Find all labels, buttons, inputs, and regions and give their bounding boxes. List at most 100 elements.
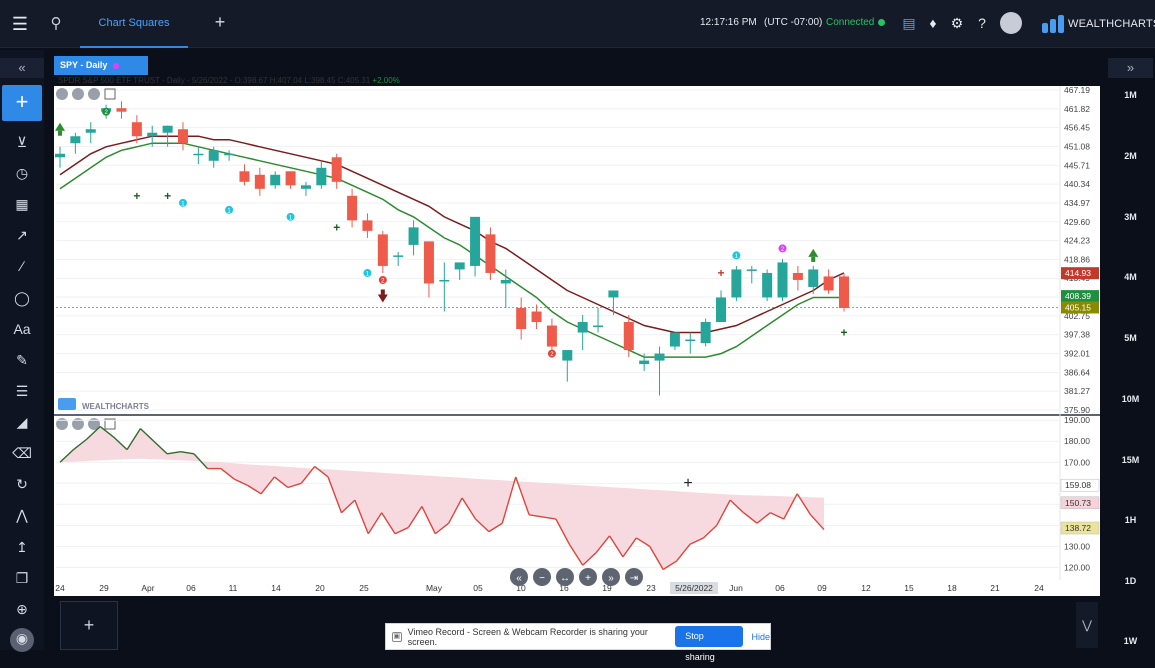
timeframe-1d[interactable]: 1D [1124, 576, 1137, 586]
candle-body [254, 174, 265, 189]
panel-up-icon [88, 88, 100, 100]
text-tool-icon[interactable]: Aa [13, 321, 31, 337]
candle-body [792, 272, 803, 280]
osc-label: 150.73 [1065, 498, 1091, 508]
nav-forward-icon[interactable] [602, 568, 620, 586]
search-icon[interactable]: ⚲ [50, 15, 62, 32]
collapse-left-icon[interactable]: « [0, 58, 44, 78]
screen-share-banner: ▣ Vimeo Record - Screen & Webcam Recorde… [385, 623, 771, 662]
candle-body [193, 153, 204, 156]
crosshair-icon[interactable]: ⊕ [16, 601, 28, 617]
avatar[interactable] [1000, 12, 1022, 34]
ruler-icon[interactable]: ☰ [15, 383, 29, 399]
y-tick-label: 434.97 [1064, 198, 1090, 208]
timeframe-2m[interactable]: 2M [1124, 151, 1137, 161]
calendar-icon[interactable]: ▦ [15, 196, 29, 212]
timeframe-15m[interactable]: 15M [1121, 455, 1140, 465]
logo-icon [1042, 15, 1064, 33]
collapse-right-icon[interactable]: » [1108, 58, 1153, 78]
signal-badge-label: 2 [381, 278, 385, 284]
add-tab-button[interactable]: + [214, 12, 226, 32]
oscillator-segment [461, 497, 477, 520]
globe-icon[interactable]: ◉ [10, 628, 34, 652]
trend-icon[interactable]: ↗ [16, 227, 28, 243]
candle-body [500, 279, 511, 284]
zoom-in-icon[interactable] [579, 568, 597, 586]
price-chart[interactable]: 467.19 461.82 456.45 451.08 445.71 440.34 434.… [54, 56, 1100, 596]
nav-rewind-icon-glyph: « [516, 573, 522, 584]
oscillator-segment [220, 468, 235, 480]
timeframe-4m[interactable]: 4M [1124, 272, 1137, 282]
gear-icon[interactable]: ⚙ [950, 15, 964, 31]
refresh-icon[interactable]: ↻ [16, 476, 28, 492]
timeframe-10m[interactable]: 10M [1121, 394, 1140, 404]
price-label-box [1061, 301, 1099, 314]
oscillator-segment [126, 428, 142, 451]
candle-body [331, 157, 342, 182]
candle-body [300, 185, 311, 189]
panel-expand-icon [104, 88, 116, 100]
candle-body [285, 171, 296, 186]
oscillator-segment [582, 552, 597, 566]
chart-area[interactable]: 467.19 461.82 456.45 451.08 445.71 440.34 434.… [54, 56, 1100, 596]
y-tick-label: 397.38 [1064, 330, 1090, 340]
buy-arrow-stem [58, 130, 62, 136]
signal-badge-label: 2 [781, 247, 785, 253]
tab-chart-squares[interactable]: Chart Squares [80, 0, 188, 48]
x-tick-label: 5/26/2022 [675, 583, 713, 593]
x-tick-label: 06 [186, 583, 196, 593]
add-pane-button[interactable]: + [60, 601, 118, 650]
nav-forward-icon-glyph: » [608, 573, 614, 584]
zoom-out-icon[interactable] [533, 568, 551, 586]
save-icon[interactable]: ▤ [902, 15, 916, 31]
y-tick-label: 456.45 [1064, 123, 1090, 133]
y-tick-label: 190.00 [1064, 415, 1090, 425]
symbol-tab[interactable]: SPY - Daily [54, 56, 148, 75]
slow-moving-average [59, 135, 845, 334]
nav-rewind-icon[interactable] [510, 568, 528, 586]
x-tick-label: 21 [990, 583, 1000, 593]
copy-icon[interactable]: ❐ [15, 570, 29, 586]
help-icon[interactable]: ? [978, 15, 986, 31]
expand-down-icon[interactable]: ⋁ [1076, 602, 1098, 648]
price-label: 414.93 [1065, 268, 1091, 278]
oscillator-segment [260, 476, 276, 495]
timeframe-1m[interactable]: 1M [1124, 90, 1137, 100]
bell-icon[interactable]: ♦ [929, 15, 937, 31]
hamburger-menu-icon[interactable]: ☰ [11, 14, 29, 34]
timeframe-1w[interactable]: 1W [1123, 636, 1138, 646]
brush-icon[interactable]: ✎ [16, 352, 28, 368]
clock-icon[interactable]: ◷ [15, 165, 29, 181]
y-tick-label: 467.19 [1064, 85, 1090, 95]
x-tick-label: 16 [559, 583, 569, 593]
indicators-icon[interactable]: ⊻ [16, 134, 28, 150]
oscillator-segment [421, 506, 436, 535]
trash-icon[interactable]: ⌫ [12, 445, 32, 461]
hide-button[interactable]: Hide [751, 631, 770, 642]
y-tick-label: 461.82 [1064, 104, 1090, 114]
measure-icon[interactable]: ◢ [16, 414, 28, 430]
osc-label-box [1060, 478, 1100, 492]
shapes-icon[interactable]: ◯ [14, 290, 30, 306]
chart-icon[interactable]: ⋀ [16, 507, 28, 523]
drawing-toolbar: « + ⊻ ◷ ▦ ↗ ∕ ◯ Aa ✎ ☰ ◢ ⌫ ↻ ⋀ ↥ ❐ ⊕ ◉ [0, 50, 44, 652]
oscillator-segment [327, 476, 343, 513]
timeframe-5m[interactable]: 5M [1124, 333, 1137, 343]
candle-body [85, 129, 96, 133]
nav-end-icon[interactable] [625, 568, 643, 586]
x-axis-panel [54, 580, 1100, 596]
timeframe-1h[interactable]: 1H [1124, 515, 1137, 525]
line-tool-icon[interactable]: ∕ [20, 258, 24, 274]
polyline-icon[interactable]: ↥ [16, 539, 28, 555]
add-button[interactable]: + [2, 85, 42, 121]
timeframe-3m[interactable]: 3M [1124, 212, 1137, 222]
y-tick-label: 386.64 [1064, 367, 1090, 377]
oscillator-segment [193, 453, 208, 470]
candle-body [608, 290, 619, 298]
stop-sharing-button[interactable]: Stop sharing [675, 626, 744, 662]
oscillator-segment [649, 546, 664, 570]
nav-end-icon-glyph: ⇥ [630, 573, 638, 584]
x-tick-label: 11 [229, 583, 238, 593]
fit-icon[interactable] [556, 568, 574, 586]
panel-hide-icon [72, 418, 84, 430]
